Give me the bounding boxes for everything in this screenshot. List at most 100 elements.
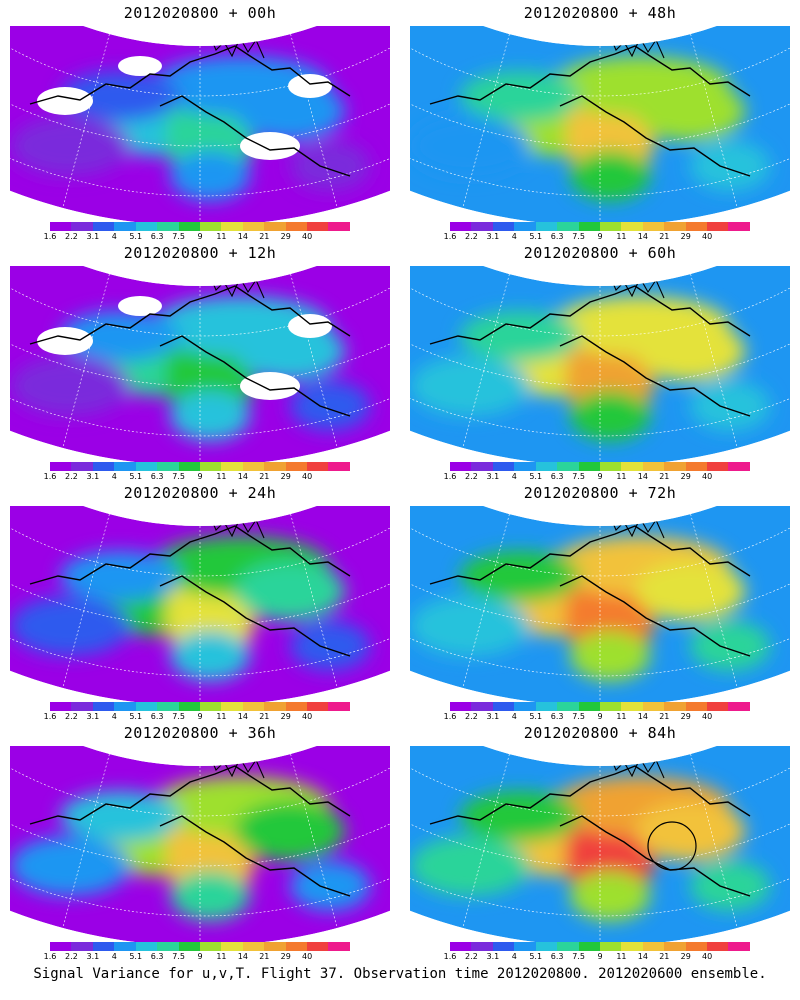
colorbar-swatch (578, 702, 600, 711)
colorbar-tick-label: 9 (597, 232, 603, 241)
graticule-parallel (10, 506, 390, 577)
colorbar-swatch (114, 222, 136, 231)
colorbar-tick-label: 6.3 (150, 232, 164, 241)
variance-field-region (170, 871, 250, 921)
colorbar-tick-label: 11 (216, 232, 227, 241)
colorbar-swatch (450, 222, 472, 231)
colorbar-tick-label: 11 (216, 952, 227, 961)
colorbar-swatch (199, 462, 222, 471)
colorbar-swatch (664, 942, 686, 951)
colorbar-tick-label: 7.5 (172, 952, 185, 961)
variance-map (410, 746, 790, 946)
colorbar-tick-label: 4 (111, 472, 117, 481)
forecast-panel-12h: 2012020800 + 12h 1.6 2.2 3.1 4 5.1 6.3 7.5 9 11 1… (10, 240, 390, 481)
variance-field-region (690, 861, 770, 911)
colorbar-tick-label: 2.2 (465, 472, 478, 481)
colorbar-swatch (50, 222, 72, 231)
graticule-meridian (690, 33, 738, 209)
colorbar-tick-label: 40 (702, 472, 713, 481)
variance-field-region (690, 141, 770, 191)
colorbar: 1.6 2.2 3.1 4 5.1 6.3 7.5 9 11 14 21 29 40 (44, 702, 350, 726)
variance-map (410, 26, 790, 226)
graticule-parallel (410, 506, 790, 577)
graticule-meridian (290, 33, 338, 209)
colorbar-swatch (307, 702, 329, 711)
colorbar-swatch (707, 462, 729, 471)
colorbar-swatch (450, 702, 472, 711)
colorbar-tick-label: 11 (616, 472, 627, 481)
colorbar-swatch (557, 942, 579, 951)
colorbar-swatch (242, 942, 265, 951)
graticule-parallel (10, 804, 390, 917)
panel-title: 2012020800 + 48h (523, 4, 677, 22)
colorbar-tick-label: 5.1 (129, 712, 143, 721)
colorbar-swatch (285, 222, 308, 231)
coastline (429, 285, 751, 417)
colorbar-tick-label: 14 (237, 952, 248, 961)
panel-title: 2012020800 + 72h (523, 484, 677, 502)
graticule-parallel (10, 564, 390, 677)
colorbar-swatch (264, 462, 286, 471)
colorbar-swatch (599, 222, 622, 231)
colorbar-tick-label: 4 (111, 712, 117, 721)
colorbar-swatch (221, 462, 243, 471)
missing-data-region (288, 314, 332, 338)
colorbar-tick-label: 14 (637, 472, 648, 481)
colorbar-tick-label: 29 (680, 712, 691, 721)
graticule-parallel (410, 746, 790, 817)
colorbar-swatch (92, 702, 115, 711)
colorbar-swatch (157, 702, 179, 711)
colorbar-swatch (221, 942, 243, 951)
colorbar-tick-label: 21 (659, 712, 670, 721)
graticule-parallel (410, 804, 790, 917)
colorbar-swatch (264, 942, 286, 951)
variance-map (10, 26, 390, 226)
colorbar-tick-label: 2.2 (65, 472, 78, 481)
coastline-arctic-islands (609, 755, 665, 779)
colorbar-swatch (492, 942, 515, 951)
colorbar-tick-label: 6.3 (550, 952, 564, 961)
colorbar-swatch (728, 222, 750, 231)
coastline (29, 285, 351, 417)
colorbar-tick-label: 1.6 (443, 472, 457, 481)
coastline-arctic-islands (609, 275, 665, 299)
variance-field-region (460, 71, 580, 121)
colorbar: 1.6 2.2 3.1 4 5.1 6.3 7.5 9 11 14 21 29 40 (44, 222, 350, 246)
colorbar-tick-label: 3.1 (86, 952, 100, 961)
colorbar: 1.6 2.2 3.1 4 5.1 6.3 7.5 9 11 14 21 29 40 (444, 462, 750, 486)
colorbar-swatch (114, 942, 136, 951)
colorbar-swatch (114, 702, 136, 711)
colorbar-swatch (264, 222, 286, 231)
coastline (29, 525, 351, 657)
graticule-parallel (410, 324, 790, 437)
colorbar-swatch (514, 942, 536, 951)
colorbar-tick-label: 5.1 (529, 712, 543, 721)
variance-field-region (690, 381, 770, 431)
forecast-panel-00h: 2012020800 + 00h 1.6 2.2 3.1 4 5.1 6.3 7.5 9 11 1… (10, 0, 390, 241)
colorbar-swatch (707, 222, 729, 231)
colorbar-swatch (642, 462, 665, 471)
colorbar-swatch (492, 222, 515, 231)
graticule-parallel (410, 84, 790, 197)
coastline (29, 45, 351, 177)
graticule-parallel (10, 746, 390, 817)
colorbar-tick-label: 40 (702, 232, 713, 241)
colorbar-swatch (578, 222, 600, 231)
colorbar-tick-label: 14 (237, 472, 248, 481)
panel-title: 2012020800 + 24h (123, 484, 277, 502)
colorbar-tick-label: 11 (616, 712, 627, 721)
colorbar-swatch (328, 222, 350, 231)
variance-field-region (290, 381, 370, 431)
colorbar-swatch (685, 462, 708, 471)
colorbar-swatch (471, 702, 493, 711)
colorbar: 1.6 2.2 3.1 4 5.1 6.3 7.5 9 11 14 21 29 40 (444, 222, 750, 246)
colorbar-tick-label: 7.5 (572, 232, 585, 241)
colorbar-tick-label: 7.5 (172, 472, 185, 481)
colorbar-swatch (664, 222, 686, 231)
colorbar-swatch (599, 942, 622, 951)
colorbar-tick-label: 9 (197, 952, 203, 961)
missing-data-region (288, 74, 332, 98)
colorbar-tick-label: 2.2 (65, 712, 78, 721)
variance-field-region (635, 321, 745, 381)
variance-field-region (10, 596, 130, 656)
